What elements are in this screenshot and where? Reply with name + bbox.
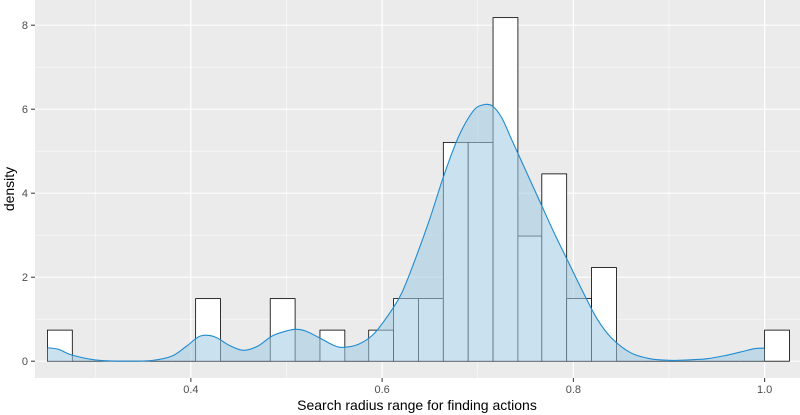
density-line bbox=[47, 103, 765, 362]
x-tick-label: 0.6 bbox=[374, 384, 389, 396]
y-tick-label: 8 bbox=[22, 20, 28, 32]
histogram-bar bbox=[764, 329, 790, 362]
y-axis-title: density bbox=[1, 167, 17, 211]
x-axis-tick-labels: 0.4 0.6 0.8 1.0 bbox=[183, 384, 772, 396]
y-axis-tick-labels: 0 2 4 6 8 bbox=[22, 20, 28, 368]
y-tick-label: 6 bbox=[22, 104, 28, 116]
y-tick-label: 0 bbox=[22, 356, 28, 368]
axes-ticks bbox=[31, 24, 766, 382]
x-tick-label: 1.0 bbox=[757, 384, 772, 396]
x-tick-label: 0.8 bbox=[566, 384, 581, 396]
x-tick-label: 0.4 bbox=[183, 384, 198, 396]
x-axis-title: Search radius range for finding actions bbox=[297, 397, 537, 413]
y-tick-label: 4 bbox=[22, 188, 28, 200]
y-tick-label: 2 bbox=[22, 272, 28, 284]
density-curve-layer bbox=[47, 103, 765, 362]
